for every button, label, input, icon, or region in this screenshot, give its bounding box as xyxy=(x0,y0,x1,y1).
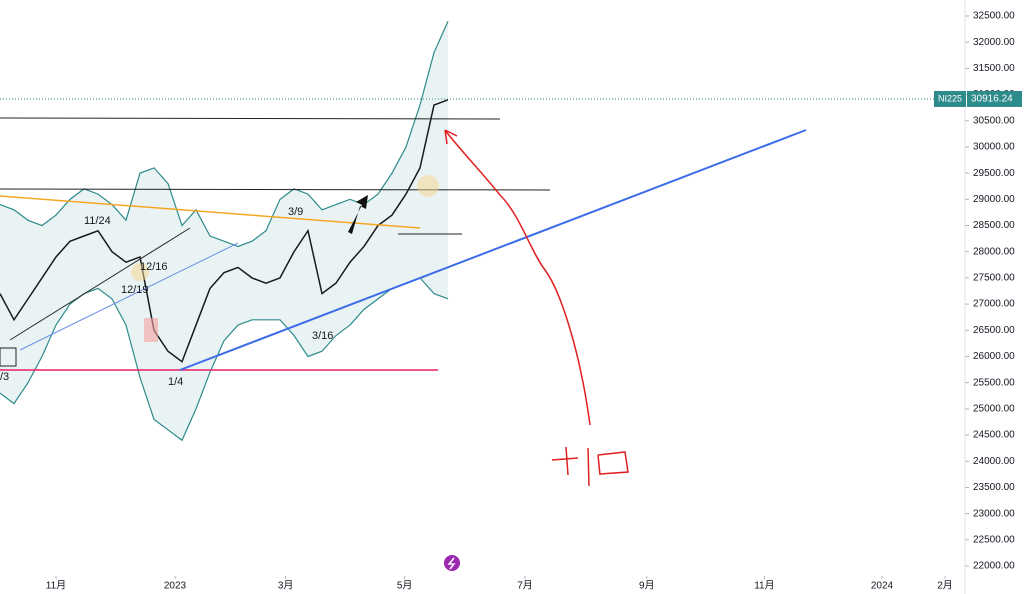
y-tick-label: 27000.00 xyxy=(973,299,1015,310)
y-tick-label: 26500.00 xyxy=(973,325,1015,336)
hline xyxy=(0,117,501,120)
arrow xyxy=(348,195,368,234)
y-tick-label: 22500.00 xyxy=(973,534,1015,545)
y-tick-label: 23500.00 xyxy=(973,482,1015,493)
plot xyxy=(0,20,449,442)
x-tick-label: 2月 xyxy=(937,580,953,592)
x-tick-label: 11月 xyxy=(754,580,774,592)
y-tick-label: 24000.00 xyxy=(973,456,1015,467)
annotation: 3/9 xyxy=(288,206,303,218)
y-tick-label: 25500.00 xyxy=(973,377,1015,388)
x-tick-label: 7月 xyxy=(517,580,533,592)
y-tick-label: 31500.00 xyxy=(973,63,1015,74)
symbol-tag xyxy=(934,90,966,107)
y-tick-label: 32000.00 xyxy=(973,37,1015,48)
annotation: /3 xyxy=(0,371,9,383)
hand-arrow xyxy=(444,129,591,426)
annotation: 1/4 xyxy=(168,376,183,388)
x-tick-label: 5月 xyxy=(397,580,413,592)
y-tick-label: 25000.00 xyxy=(973,403,1015,414)
highlight-circle xyxy=(417,175,439,197)
y-tick-label: 28000.00 xyxy=(973,246,1015,257)
trend-line xyxy=(179,129,807,371)
x-tick-label: 2023 xyxy=(164,581,187,592)
y-tick-label: 23000.00 xyxy=(973,508,1015,519)
event-icon xyxy=(444,555,460,571)
series-line xyxy=(0,20,449,248)
highlight-circle xyxy=(131,263,149,281)
price-tag xyxy=(967,90,1022,107)
annotation: 11/24 xyxy=(84,215,111,227)
y-tick-label: 32500.00 xyxy=(973,11,1015,22)
y-tick-label: 29000.00 xyxy=(973,194,1015,205)
x-tick-label: 9月 xyxy=(639,580,655,592)
y-tick-label: 22000.00 xyxy=(973,561,1015,572)
highlight-box xyxy=(144,318,158,342)
x-tick-label: 2024 xyxy=(871,581,894,592)
y-tick-label: 26000.00 xyxy=(973,351,1015,362)
trend-line xyxy=(0,195,421,229)
x-tick-label: 11月 xyxy=(46,580,66,592)
hand-note xyxy=(551,446,629,487)
y-tick-label: 29500.00 xyxy=(973,168,1015,179)
trend-line xyxy=(19,242,239,351)
y-tick-label: 27500.00 xyxy=(973,273,1015,284)
series-line xyxy=(0,99,449,363)
event-icon xyxy=(447,557,456,570)
annotation: 3/16 xyxy=(312,330,333,342)
trend-line xyxy=(9,227,191,341)
y-tick-label: 30000.00 xyxy=(973,142,1015,153)
hline xyxy=(0,188,551,191)
annotation: 12/19 xyxy=(121,284,149,296)
x-tick-label: 3月 xyxy=(278,580,294,592)
series-line xyxy=(0,277,449,442)
y-tick-label: 30500.00 xyxy=(973,115,1015,126)
symbol-label: NI225 xyxy=(938,93,962,103)
y-tick-label: 24500.00 xyxy=(973,430,1015,441)
annotation: 12/16 xyxy=(140,261,168,273)
highlight-box xyxy=(0,347,17,367)
y-tick-label: 28500.00 xyxy=(973,220,1015,231)
price-label: 30916.24 xyxy=(971,94,1013,105)
